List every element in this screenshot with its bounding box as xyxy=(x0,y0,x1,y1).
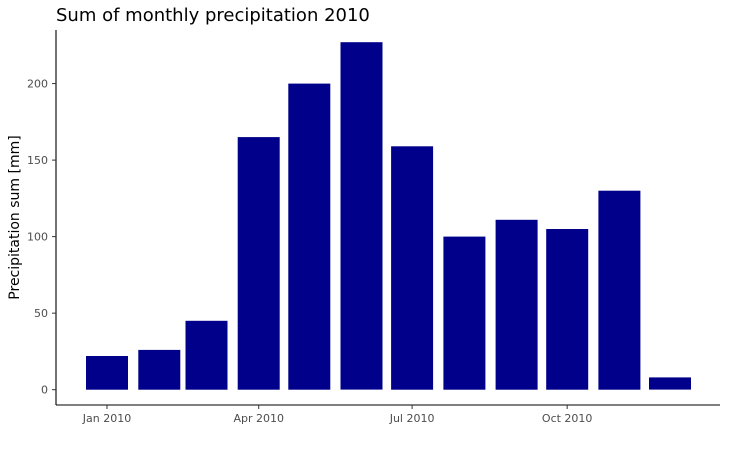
y-tick-label: 100 xyxy=(27,231,48,244)
y-tick-label: 200 xyxy=(27,78,48,91)
bar-2010-09 xyxy=(495,219,538,390)
bar-2010-11 xyxy=(598,190,641,390)
y-axis-title: Precipitation sum [mm] xyxy=(7,135,23,299)
bar-2010-12 xyxy=(649,377,691,390)
x-axis: Jan 2010 Apr 2010 Jul 2010 Oct 2010 xyxy=(56,404,720,425)
bar-2010-01 xyxy=(86,356,128,390)
x-tick-label: Jan 2010 xyxy=(82,412,131,425)
bar-2010-03 xyxy=(185,320,228,390)
bar-2010-02 xyxy=(138,349,181,390)
bar-2010-10 xyxy=(546,229,589,390)
y-tick-label: 50 xyxy=(34,307,48,320)
x-tick-label: Oct 2010 xyxy=(542,412,593,425)
bar-2010-07 xyxy=(391,146,434,390)
bar-2010-04 xyxy=(237,137,280,390)
chart-title: Sum of monthly precipitation 2010 xyxy=(56,5,370,26)
x-tick-label: Apr 2010 xyxy=(233,412,284,425)
y-axis: 0 50 100 150 200 xyxy=(27,30,57,405)
bars-group xyxy=(86,42,691,390)
bar-2010-06 xyxy=(340,42,383,390)
bar-2010-05 xyxy=(288,83,331,390)
x-tick-label: Jul 2010 xyxy=(389,412,435,425)
y-tick-label: 0 xyxy=(41,384,48,397)
bar-2010-08 xyxy=(443,236,486,390)
y-tick-label: 150 xyxy=(27,154,48,167)
